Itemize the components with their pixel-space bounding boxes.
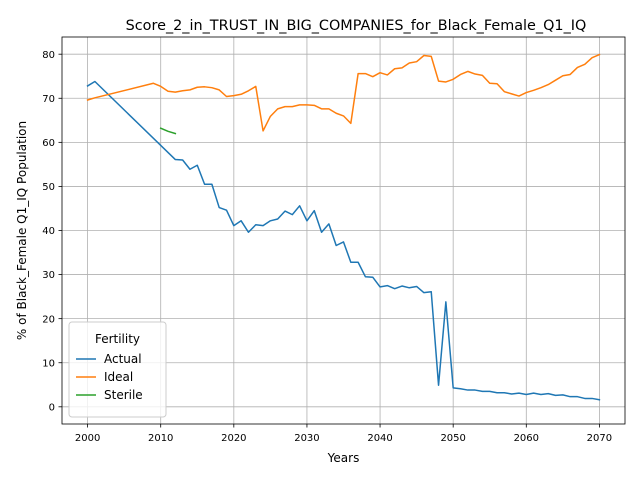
x-tick-label: 2000 (75, 433, 100, 444)
y-tick-label: 30 (42, 270, 55, 281)
x-tick-label: 2020 (221, 433, 246, 444)
series-line-ideal (86, 53, 601, 132)
x-tick-label: 2040 (367, 433, 392, 444)
legend-frame (68, 321, 167, 418)
legend-label-ideal: Ideal (104, 370, 133, 384)
legend: Fertility Actual Ideal Sterile (68, 321, 167, 418)
y-tick-label: 20 (42, 314, 55, 325)
x-tick-label: 2070 (587, 433, 612, 444)
x-tick-label: 2010 (148, 433, 173, 444)
x-tick-label: 2050 (440, 433, 465, 444)
y-tick-label: 10 (42, 358, 55, 369)
x-axis-label: Years (327, 451, 360, 465)
x-tick-label: 2030 (294, 433, 319, 444)
series-line-sterile (159, 127, 177, 135)
y-tick-label: 70 (42, 94, 55, 105)
series-line-actual (86, 80, 601, 401)
chart-title: Score_2_in_TRUST_IN_BIG_COMPANIES_for_Bl… (126, 18, 587, 34)
legend-label-actual: Actual (104, 352, 142, 366)
x-tick-label: 2060 (514, 433, 539, 444)
axis-ticks: 2000 2010 2020 2030 2040 2050 2060 207001020304… (42, 50, 612, 444)
y-tick-label: 80 (42, 50, 55, 61)
y-axis-label: % of Black_Female Q1_IQ Population (15, 121, 29, 340)
y-tick-label: 50 (42, 182, 55, 193)
plot-series (86, 53, 601, 401)
legend-label-sterile: Sterile (104, 388, 143, 402)
y-tick-label: 60 (42, 138, 55, 149)
legend-title: Fertility (95, 332, 140, 346)
y-tick-label: 0 (49, 402, 55, 413)
y-tick-label: 40 (42, 226, 55, 237)
